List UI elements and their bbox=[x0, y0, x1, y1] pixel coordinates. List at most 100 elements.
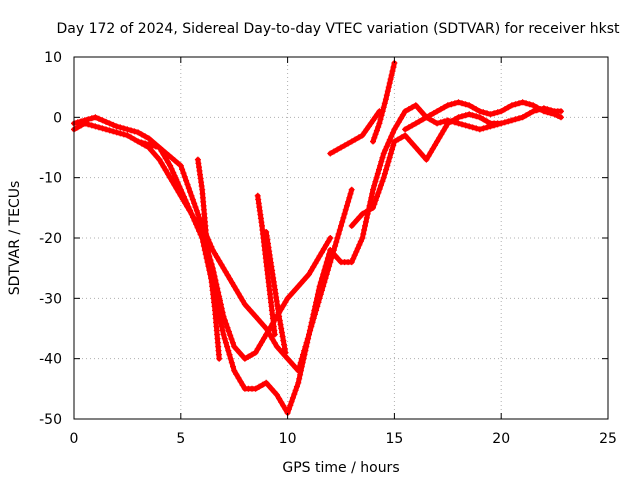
data-point-marker bbox=[308, 323, 315, 330]
data-point-marker bbox=[491, 110, 498, 117]
data-point-marker bbox=[249, 351, 255, 358]
data-point-marker bbox=[480, 125, 487, 132]
data-point-marker bbox=[347, 190, 354, 197]
data-point-marker bbox=[448, 101, 455, 108]
data-point-marker bbox=[320, 245, 327, 252]
data-point-marker bbox=[418, 150, 425, 157]
data-point-marker bbox=[191, 200, 198, 207]
data-point-marker bbox=[362, 222, 368, 229]
data-point-marker bbox=[303, 274, 310, 281]
data-point-marker bbox=[142, 140, 149, 147]
data-point-marker bbox=[388, 72, 395, 79]
data-point-marker bbox=[222, 339, 229, 346]
data-point-marker bbox=[462, 112, 469, 119]
data-point-marker bbox=[224, 343, 231, 350]
data-point-marker bbox=[386, 136, 393, 143]
data-point-marker bbox=[466, 111, 473, 118]
data-point-marker bbox=[314, 256, 321, 263]
data-point-marker bbox=[385, 84, 392, 91]
data-point-marker bbox=[322, 275, 329, 282]
data-point-marker bbox=[320, 283, 327, 290]
data-point-marker bbox=[371, 201, 378, 208]
data-point-marker bbox=[398, 134, 405, 141]
data-point-marker bbox=[386, 80, 393, 87]
data-point-marker bbox=[196, 215, 203, 222]
data-point-marker bbox=[345, 140, 352, 147]
data-point-marker bbox=[224, 272, 231, 279]
data-point-marker bbox=[505, 118, 512, 125]
data-point-marker bbox=[168, 166, 175, 172]
data-point-marker bbox=[427, 149, 434, 156]
data-point-marker bbox=[434, 120, 441, 127]
data-point-marker bbox=[348, 138, 355, 145]
data-point-marker bbox=[512, 101, 519, 108]
data-point-marker bbox=[429, 145, 436, 152]
data-point-marker bbox=[389, 146, 395, 153]
data-point-marker bbox=[334, 235, 341, 241]
x-tick-label: 10 bbox=[279, 431, 297, 447]
data-point-marker bbox=[106, 127, 113, 134]
data-point-marker bbox=[306, 331, 312, 338]
data-point-marker bbox=[345, 198, 352, 205]
data-point-marker bbox=[74, 119, 81, 126]
data-point-marker bbox=[259, 338, 265, 345]
data-point-marker bbox=[192, 204, 199, 211]
data-point-marker bbox=[437, 106, 444, 113]
data-point-marker bbox=[117, 130, 124, 137]
data-point-marker bbox=[292, 364, 299, 371]
data-point-marker bbox=[455, 99, 462, 106]
data-point-marker bbox=[257, 319, 264, 326]
data-point-marker bbox=[353, 248, 360, 255]
data-point-marker bbox=[356, 213, 363, 220]
data-point-marker bbox=[338, 144, 344, 151]
data-point-marker bbox=[247, 307, 254, 314]
data-point-marker bbox=[188, 210, 195, 217]
data-point-marker bbox=[280, 337, 287, 344]
data-point-marker bbox=[314, 303, 321, 310]
data-point-marker bbox=[282, 349, 289, 356]
data-point-marker bbox=[171, 172, 178, 179]
data-point-marker bbox=[328, 255, 335, 262]
data-point-marker bbox=[113, 129, 120, 136]
data-point-marker bbox=[293, 383, 300, 390]
data-point-marker bbox=[179, 190, 186, 197]
data-point-marker bbox=[145, 141, 152, 148]
data-point-marker bbox=[276, 346, 283, 353]
data-point-marker bbox=[92, 123, 99, 130]
data-point-marker bbox=[103, 126, 109, 133]
data-point-marker bbox=[160, 163, 167, 170]
data-point-marker bbox=[185, 204, 192, 210]
data-point-marker bbox=[388, 133, 395, 140]
data-point-marker bbox=[135, 138, 142, 145]
data-point-marker bbox=[276, 317, 283, 324]
data-point-marker bbox=[412, 120, 419, 127]
data-point-marker bbox=[498, 108, 505, 115]
x-tick-label: 20 bbox=[492, 431, 510, 447]
data-point-marker bbox=[530, 108, 537, 115]
data-point-marker bbox=[451, 116, 458, 123]
data-point-marker bbox=[441, 104, 448, 111]
data-point-marker bbox=[81, 117, 88, 124]
data-point-marker bbox=[138, 139, 145, 146]
data-point-marker bbox=[402, 132, 409, 139]
data-point-marker bbox=[372, 131, 379, 138]
data-point-marker bbox=[469, 112, 476, 119]
data-point-marker bbox=[225, 328, 232, 335]
y-axis-label: SDTVAR / TECUs bbox=[7, 181, 23, 296]
data-point-marker bbox=[300, 277, 307, 284]
data-point-marker bbox=[370, 138, 376, 145]
data-point-marker bbox=[505, 104, 512, 111]
data-point-marker bbox=[284, 355, 291, 362]
data-point-marker bbox=[501, 106, 508, 113]
data-point-marker bbox=[356, 241, 363, 248]
data-point-marker bbox=[124, 126, 131, 133]
data-point-marker bbox=[239, 297, 246, 304]
series-track-7 bbox=[370, 60, 398, 145]
data-point-marker bbox=[523, 100, 530, 107]
data-point-marker bbox=[462, 101, 469, 108]
data-point-marker bbox=[167, 162, 174, 169]
data-point-marker bbox=[280, 402, 287, 409]
data-point-marker bbox=[519, 114, 526, 121]
data-point-marker bbox=[381, 100, 388, 107]
data-point-marker bbox=[378, 112, 385, 119]
